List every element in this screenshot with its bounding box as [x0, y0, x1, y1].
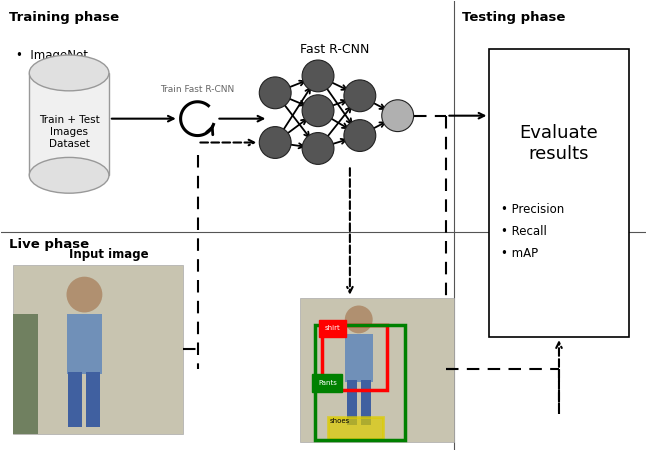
- Bar: [14, 314, 38, 434]
- Bar: [29, 73, 109, 175]
- Text: Train Fast R-CNN: Train Fast R-CNN: [160, 85, 235, 94]
- Text: •  ImageNet: • ImageNet: [16, 49, 89, 62]
- Text: Live phase: Live phase: [9, 238, 89, 251]
- Circle shape: [67, 276, 102, 313]
- Text: • mAP: • mAP: [501, 247, 538, 260]
- Bar: [14, 265, 182, 434]
- Text: Evaluate
results: Evaluate results: [520, 124, 598, 163]
- Bar: [322, 325, 387, 390]
- Bar: [87, 372, 100, 427]
- Bar: [300, 298, 454, 442]
- Text: Pants: Pants: [318, 380, 337, 386]
- Text: Testing phase: Testing phase: [463, 11, 565, 24]
- Circle shape: [344, 120, 376, 152]
- Bar: [69, 372, 82, 427]
- Circle shape: [382, 100, 413, 132]
- Circle shape: [302, 60, 334, 92]
- Text: • Precision: • Precision: [501, 203, 564, 216]
- Text: Fast R-CNN: Fast R-CNN: [300, 43, 369, 56]
- Bar: [328, 417, 383, 439]
- Circle shape: [259, 77, 291, 109]
- Bar: [489, 49, 629, 337]
- Bar: [361, 380, 371, 425]
- Circle shape: [344, 80, 376, 112]
- Text: shirt: shirt: [325, 325, 341, 331]
- Bar: [67, 314, 102, 374]
- Ellipse shape: [29, 55, 109, 91]
- Text: Training phase: Training phase: [9, 11, 120, 24]
- Text: Input image: Input image: [69, 248, 149, 261]
- Bar: [347, 380, 356, 425]
- Bar: [315, 325, 404, 440]
- Text: shoes: shoes: [330, 418, 350, 424]
- Circle shape: [302, 95, 334, 127]
- Ellipse shape: [29, 157, 109, 193]
- Text: Train + Test
Images
Dataset: Train + Test Images Dataset: [39, 115, 100, 149]
- Circle shape: [345, 305, 373, 333]
- Text: • Recall: • Recall: [501, 225, 547, 238]
- Circle shape: [302, 133, 334, 164]
- Bar: [345, 334, 373, 382]
- Circle shape: [259, 127, 291, 158]
